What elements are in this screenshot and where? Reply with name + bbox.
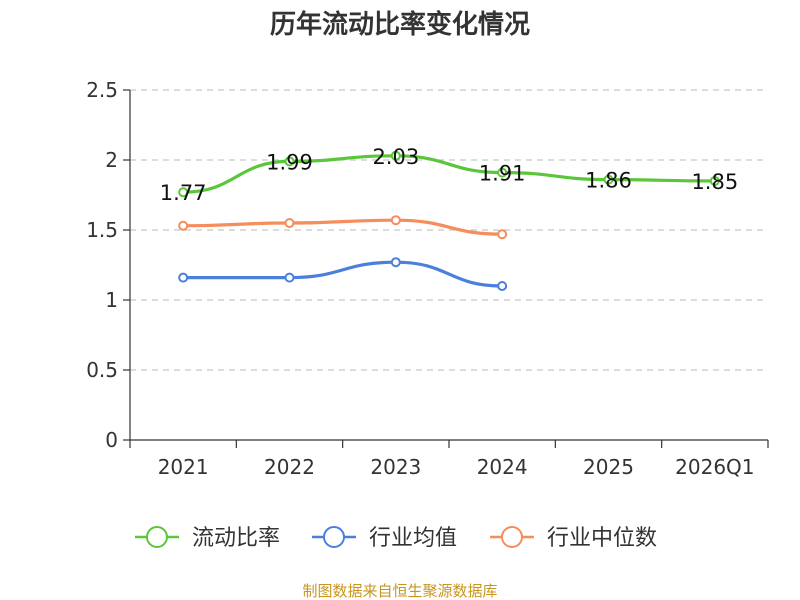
- legend-marker-1: [323, 526, 345, 548]
- series-line-2: [181, 218, 504, 236]
- series-point-0: [178, 187, 189, 198]
- series-point-0: [497, 167, 508, 178]
- series-point-0: [603, 174, 614, 185]
- data-labels: 1.77 1.99 2.03 1.91 1.86 1.85: [160, 145, 738, 205]
- x-tick-label: 2024: [477, 455, 528, 479]
- y-tick-label: 1.5: [86, 218, 118, 242]
- x-tick-label: 2022: [264, 455, 315, 479]
- series-point-2: [178, 220, 189, 231]
- series-point-0: [709, 176, 720, 186]
- series-point-1: [178, 272, 189, 283]
- series-point-0: [284, 156, 295, 167]
- grid: [130, 89, 768, 371]
- data-label: 1.91: [479, 162, 526, 186]
- data-label: 2.03: [372, 145, 419, 169]
- series-line-1: [181, 260, 504, 288]
- axes: 0 0.5 1 1.5 2 2.5 2021 2022 2023 2024 2025 2026Q1: [86, 78, 769, 479]
- legend-label-2: 行业中位数: [547, 526, 657, 551]
- legend-marker-0: [146, 526, 168, 548]
- data-label: 1.85: [691, 170, 738, 194]
- y-tick-label: 2.5: [86, 78, 118, 102]
- y-tick-label: 0: [105, 428, 118, 452]
- series-point-2: [284, 218, 295, 228]
- series-point-1: [497, 281, 508, 291]
- legend-label-0: 流动比率: [192, 526, 280, 551]
- data-label: 1.99: [266, 150, 313, 174]
- source-note: 制图数据来自恒生聚源数据库: [302, 582, 497, 600]
- legend-marker-2: [501, 526, 523, 548]
- series-point-1: [284, 272, 295, 283]
- series-line-0: [181, 154, 717, 194]
- y-tick-label: 2: [105, 148, 118, 172]
- y-tick-label: 1: [105, 288, 118, 312]
- legend-label-1: 行业均值: [369, 526, 457, 551]
- data-label: 1.86: [585, 169, 632, 193]
- x-tick-label: 2021: [158, 455, 209, 479]
- y-tick-label: 0.5: [86, 358, 118, 382]
- x-tick-label: 2023: [370, 455, 421, 479]
- series-point-2: [497, 229, 508, 240]
- data-label: 1.77: [160, 181, 207, 205]
- series-point-0: [390, 150, 401, 161]
- legend: 流动比率 行业均值 行业中位数: [135, 526, 657, 551]
- x-tick-label: 2026Q1: [675, 455, 754, 479]
- series-point-1: [390, 257, 401, 268]
- x-tick-label: 2025: [583, 455, 634, 479]
- series-group: [178, 150, 720, 291]
- series-point-2: [390, 215, 401, 226]
- chart-title: 历年流动比率变化情况: [270, 9, 530, 40]
